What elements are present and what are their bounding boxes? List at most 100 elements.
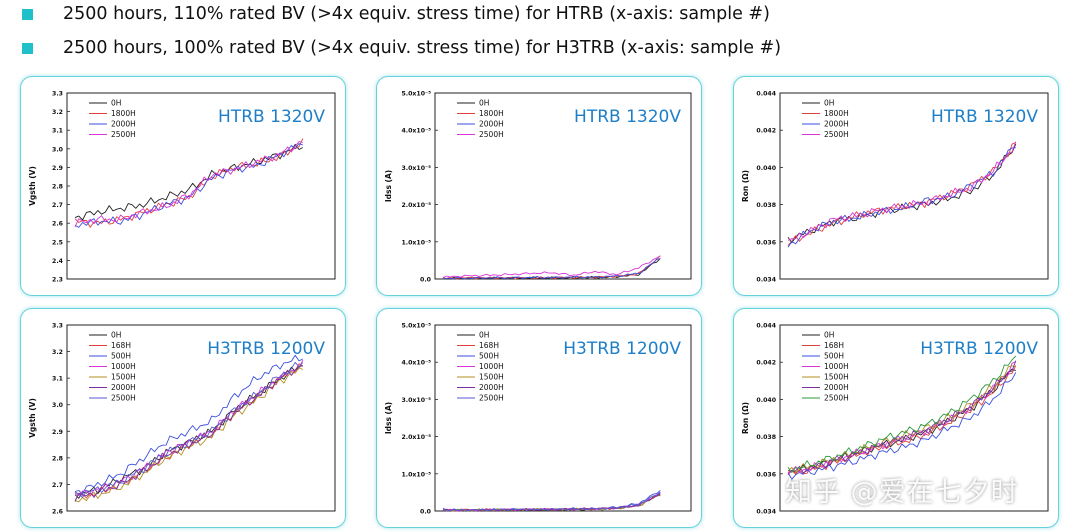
- legend-label: 2000H: [824, 120, 849, 129]
- series-line-2500H: [74, 141, 303, 227]
- y-tick-label: 0.036: [756, 239, 776, 246]
- y-tick-label: 0.044: [756, 323, 776, 330]
- legend-label: 1800H: [111, 109, 136, 118]
- plot-frame: [434, 92, 692, 280]
- chart-annotation: H3TRB 1200V: [920, 339, 1038, 359]
- legend-label: 1500H: [824, 373, 849, 382]
- legend-label: 0H: [479, 331, 489, 340]
- legend-label: 2000H: [111, 383, 136, 392]
- series-line-168H: [787, 365, 1017, 475]
- legend-label: 2500H: [111, 394, 136, 403]
- bullet-h3trb: 2500 hours, 100% rated BV (>4x equiv. st…: [22, 38, 781, 58]
- chart-h3trb-ron: Ron (Ω)0.0340.0360.0380.0400.0420.0440H1…: [741, 323, 1049, 516]
- y-tick-label: 3.3: [52, 323, 63, 330]
- y-tick-label: 0.040: [756, 165, 776, 172]
- series-line-2500H: [74, 361, 304, 499]
- plot-frame: [779, 324, 1049, 512]
- series-line-0H: [74, 365, 303, 499]
- series-line-500H: [442, 490, 661, 512]
- y-tick-label: 1.0x10⁻⁵: [401, 239, 431, 246]
- legend-label: 500H: [479, 352, 499, 361]
- series-line-0H: [442, 258, 661, 280]
- y-axis-label: Idss (A): [384, 170, 393, 202]
- legend-label: 0H: [824, 331, 834, 340]
- y-tick-label: 2.5: [52, 239, 63, 246]
- y-tick-label: 3.0x10⁻⁵: [401, 397, 431, 404]
- plot-frame: [434, 324, 692, 512]
- legend-label: 0H: [824, 99, 834, 108]
- series-line-1800H: [74, 138, 304, 228]
- chart-annotation: HTRB 1320V: [574, 107, 681, 127]
- y-tick-label: 0.0: [420, 277, 432, 284]
- y-tick-label: 0.036: [756, 471, 776, 478]
- y-axis-label: Vgsth (V): [28, 398, 37, 438]
- y-tick-label: 2.8: [52, 184, 63, 191]
- series-line-2500H: [442, 255, 661, 278]
- y-tick-label: 2.6: [52, 509, 63, 516]
- legend-label: 2500H: [479, 130, 504, 139]
- legend-label: 2000H: [824, 383, 849, 392]
- legend-label: 2000H: [479, 383, 504, 392]
- y-tick-label: 0.042: [756, 128, 776, 135]
- y-tick-label: 4.0x10⁻⁵: [401, 128, 431, 135]
- series-line-2000H: [74, 365, 303, 502]
- chart-panel-h3trb-idss: Idss (A) 0.0 1.0x10⁻⁵ 2.0x10⁻⁵ 3.0x10⁻⁵ 4.0x1…: [376, 308, 702, 528]
- chart-htrb-vgsth: Vgsth (V) 2.3 2.4 2.5 2.6 2.7 2.8 2.9 3.0 3.1 3.2 3…: [28, 91, 336, 284]
- y-tick-label: 2.3: [52, 277, 63, 284]
- y-tick-label: 2.7: [52, 482, 63, 489]
- chart-panel-h3trb-vgsth: Vgsth (V) 2.6 2.7 2.8 2.9 3.0 3.1 3.2 3.3 0H 168H 5…: [20, 308, 346, 528]
- y-tick-label: 3.0x10⁻⁵: [401, 165, 431, 172]
- series-line-500H: [787, 372, 1017, 480]
- y-tick-label: 0.042: [756, 360, 776, 367]
- y-tick-label: 2.6: [52, 221, 63, 228]
- y-axis-label: Ron (Ω): [741, 402, 750, 434]
- y-tick-label: 1.0x10⁻⁵: [401, 471, 431, 478]
- chart-h3trb-idss: Idss (A) 0.0 1.0x10⁻⁵ 2.0x10⁻⁵ 3.0x10⁻⁵ 4.0x1…: [384, 323, 692, 516]
- y-tick-label: 2.4: [52, 258, 64, 265]
- bullet-htrb: 2500 hours, 110% rated BV (>4x equiv. st…: [22, 4, 770, 24]
- legend-label: 500H: [111, 352, 131, 361]
- legend-label: 168H: [111, 341, 131, 350]
- legend-label: 0H: [111, 331, 121, 340]
- y-axis-label: Vgsth (V): [28, 166, 37, 206]
- chart-annotation: HTRB 1320V: [931, 107, 1038, 127]
- legend-label: 2500H: [111, 130, 136, 139]
- bullet-square-icon: [22, 42, 33, 54]
- y-axis-label: Idss (A): [384, 402, 393, 434]
- series-line-1000H: [787, 361, 1016, 475]
- y-tick-label: 2.9: [52, 429, 63, 436]
- bullet-text-htrb: 2500 hours, 110% rated BV (>4x equiv. st…: [63, 4, 770, 24]
- series-line-2000H: [787, 147, 1016, 248]
- series-line-0H: [787, 143, 1017, 244]
- chart-panel-htrb-ron: Ron (Ω) 0.034 0.036 0.038 0.040 0.042 0.044 0H 1…: [733, 76, 1059, 296]
- series-line-1800H: [442, 255, 661, 280]
- series-line-1500H: [787, 365, 1016, 473]
- series-line-1000H: [74, 359, 304, 497]
- y-tick-label: 0.040: [756, 397, 776, 404]
- y-axis-label: Ron (Ω): [741, 170, 750, 202]
- series-line-2500H: [442, 491, 661, 512]
- y-tick-label: 2.9: [52, 165, 63, 172]
- legend-label: 1800H: [479, 109, 504, 118]
- legend-label: 0H: [111, 99, 121, 108]
- series-line-2000H: [787, 360, 1017, 474]
- y-tick-label: 5.0x10⁻⁵: [401, 323, 431, 330]
- plot-frame: [66, 92, 336, 280]
- legend-label: 2000H: [111, 120, 136, 129]
- legend-label: 168H: [479, 341, 499, 350]
- chart-htrb-ron: Ron (Ω) 0.034 0.036 0.038 0.040 0.042 0.044 0H1…: [741, 91, 1049, 284]
- legend-label: 1500H: [479, 373, 504, 382]
- series-line-2000H: [74, 143, 303, 228]
- legend-label: 2500H: [479, 394, 504, 403]
- bullet-text-h3trb: 2500 hours, 100% rated BV (>4x equiv. st…: [63, 38, 782, 58]
- y-tick-label: 0.038: [756, 202, 776, 209]
- chart-panel-h3trb-ron: Ron (Ω) 0.034 0.036 0.038 0.040 0.042 0.044 0H 1…: [733, 308, 1059, 528]
- chart-panel-htrb-idss: Idss (A) 0.0 1.0x10⁻⁵ 2.0x10⁻⁵ 3.0x10⁻⁵ 4.0x1…: [376, 76, 702, 296]
- y-tick-label: 0.038: [756, 434, 776, 441]
- series-line-2500H: [787, 141, 1017, 241]
- y-tick-label: 2.0x10⁻⁵: [401, 202, 431, 209]
- y-tick-label: 2.0x10⁻⁵: [401, 434, 431, 441]
- y-tick-label: 3.0: [52, 402, 64, 409]
- watermark: 知乎 @爱在七夕时: [785, 477, 1019, 508]
